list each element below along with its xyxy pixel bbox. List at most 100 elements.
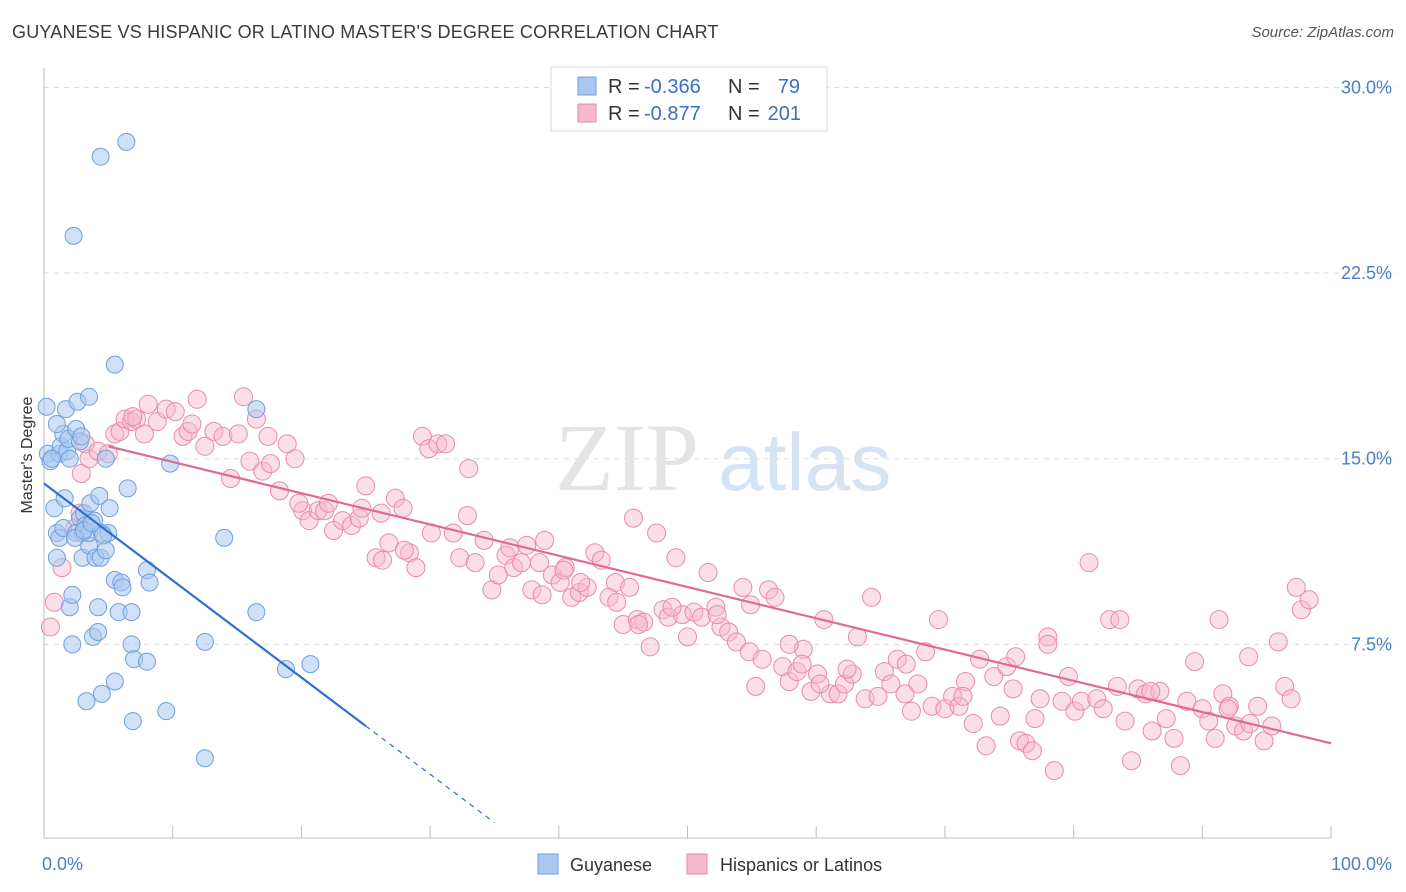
hispanics-point (719, 622, 739, 642)
hispanics-point (640, 637, 660, 657)
hispanics-point (916, 642, 936, 662)
hispanics-point (1156, 709, 1176, 729)
hispanics-point (412, 426, 432, 446)
guyanese-point (137, 652, 156, 671)
hispanics-point (953, 686, 973, 706)
guyanese-point (140, 573, 159, 592)
hispanics-point (835, 674, 855, 694)
guyanese-point (77, 692, 96, 711)
hispanics-point (759, 580, 779, 600)
hispanics-point (457, 506, 477, 526)
watermark: ZIP atlas (555, 404, 891, 511)
watermark-atlas: atlas (718, 417, 891, 508)
watermark-zip: ZIP (555, 404, 699, 511)
hispanics-point (1199, 711, 1219, 731)
hispanics-point (1115, 711, 1135, 731)
hispanics-point (213, 426, 233, 446)
hispanics-point (261, 454, 281, 474)
hispanics-trend-line (108, 445, 1332, 745)
hispanics-point (698, 563, 718, 583)
hispanics-point (949, 696, 969, 716)
hispanics-point (963, 714, 983, 734)
hispanics-point (459, 459, 479, 479)
hispanics-point (535, 530, 555, 550)
hispanics-point (253, 461, 273, 481)
hispanics-point (204, 421, 224, 441)
hispanics-point (1052, 691, 1072, 711)
guyanese-trend-extension (365, 725, 495, 824)
bottom-legend-swatch-hispanics (686, 853, 708, 875)
legend-swatch-hispanics (577, 103, 597, 123)
y-tick-label-2: 22.5% (1341, 263, 1392, 283)
source-label: Source: ZipAtlas.com (1251, 24, 1394, 41)
hispanics-point (474, 530, 494, 550)
bottom-legend-label-hispanics: Hispanics or Latinos (720, 855, 882, 875)
hispanics-point (1286, 577, 1306, 597)
guyanese-point (195, 632, 214, 651)
hispanics-point (765, 587, 785, 607)
hispanics-point (277, 434, 297, 454)
guyanese-point (113, 578, 132, 597)
guyanese-point (276, 660, 295, 679)
hispanics-point (356, 476, 376, 496)
hispanics-point (1299, 590, 1319, 610)
hispanics-point (393, 498, 413, 518)
hispanics-point (629, 615, 649, 635)
hispanics-point (465, 553, 485, 573)
hispanics-point (187, 389, 207, 409)
bottom-legend-label-guyanese: Guyanese (570, 855, 652, 875)
guyanese-point (89, 622, 108, 641)
hispanics-point (623, 508, 643, 528)
hispanics-point (678, 627, 697, 647)
guyanese-point (91, 147, 110, 166)
guyanese-point (96, 449, 115, 468)
hispanics-point (881, 674, 901, 694)
guyanese-point (92, 684, 111, 703)
hispanics-point (666, 548, 686, 568)
legend-r-label-1: R = (608, 76, 640, 98)
hispanics-point (792, 654, 812, 674)
hispanics-point (240, 451, 260, 471)
hispanics-point (1016, 733, 1036, 753)
hispanics-point (1254, 731, 1274, 751)
guyanese-point (100, 499, 119, 518)
y-tick-label-1: 15.0% (1341, 449, 1392, 469)
y-axis-label: Master's Degree (19, 396, 36, 513)
grid-lines (44, 86, 1395, 645)
hispanics-point (511, 553, 531, 573)
hispanics-point (935, 699, 955, 719)
hispanics-point (165, 402, 185, 422)
hispanics-point (195, 436, 215, 456)
hispanics-point (820, 684, 840, 704)
hispanics-point (984, 667, 1004, 687)
hispanics-point (1030, 689, 1050, 709)
hispanics-point (793, 639, 813, 659)
guyanese-point (118, 479, 137, 498)
hispanics-point (1177, 691, 1197, 711)
legend-n-label-2: N = (728, 103, 760, 125)
hispanics-point (976, 736, 996, 756)
hispanics-point (123, 407, 143, 427)
hispanics-point (406, 558, 426, 578)
hispanics-point (134, 424, 154, 444)
hispanics-point (1213, 684, 1233, 704)
hispanics-point (1093, 699, 1113, 719)
guyanese-point (105, 355, 124, 374)
legend-r-label-2: R = (608, 103, 640, 125)
hispanics-point (1065, 701, 1085, 721)
y-tick-label-3: 30.0% (1341, 77, 1392, 97)
hispanics-point (228, 424, 248, 444)
hispanics-point (733, 577, 753, 597)
hispanics-point (1281, 689, 1301, 709)
hispanics-point (1003, 679, 1023, 699)
hispanics-point (385, 488, 405, 508)
hispanics-point (896, 654, 916, 674)
hispanics-point (1006, 647, 1026, 667)
guyanese-point (122, 635, 141, 654)
hispanics-point (522, 580, 542, 600)
hispanics-point (1038, 634, 1058, 654)
hispanics-point (105, 424, 125, 444)
trend-lines (43, 445, 1332, 824)
hispanics-point (333, 511, 353, 531)
guyanese-point (90, 486, 109, 505)
